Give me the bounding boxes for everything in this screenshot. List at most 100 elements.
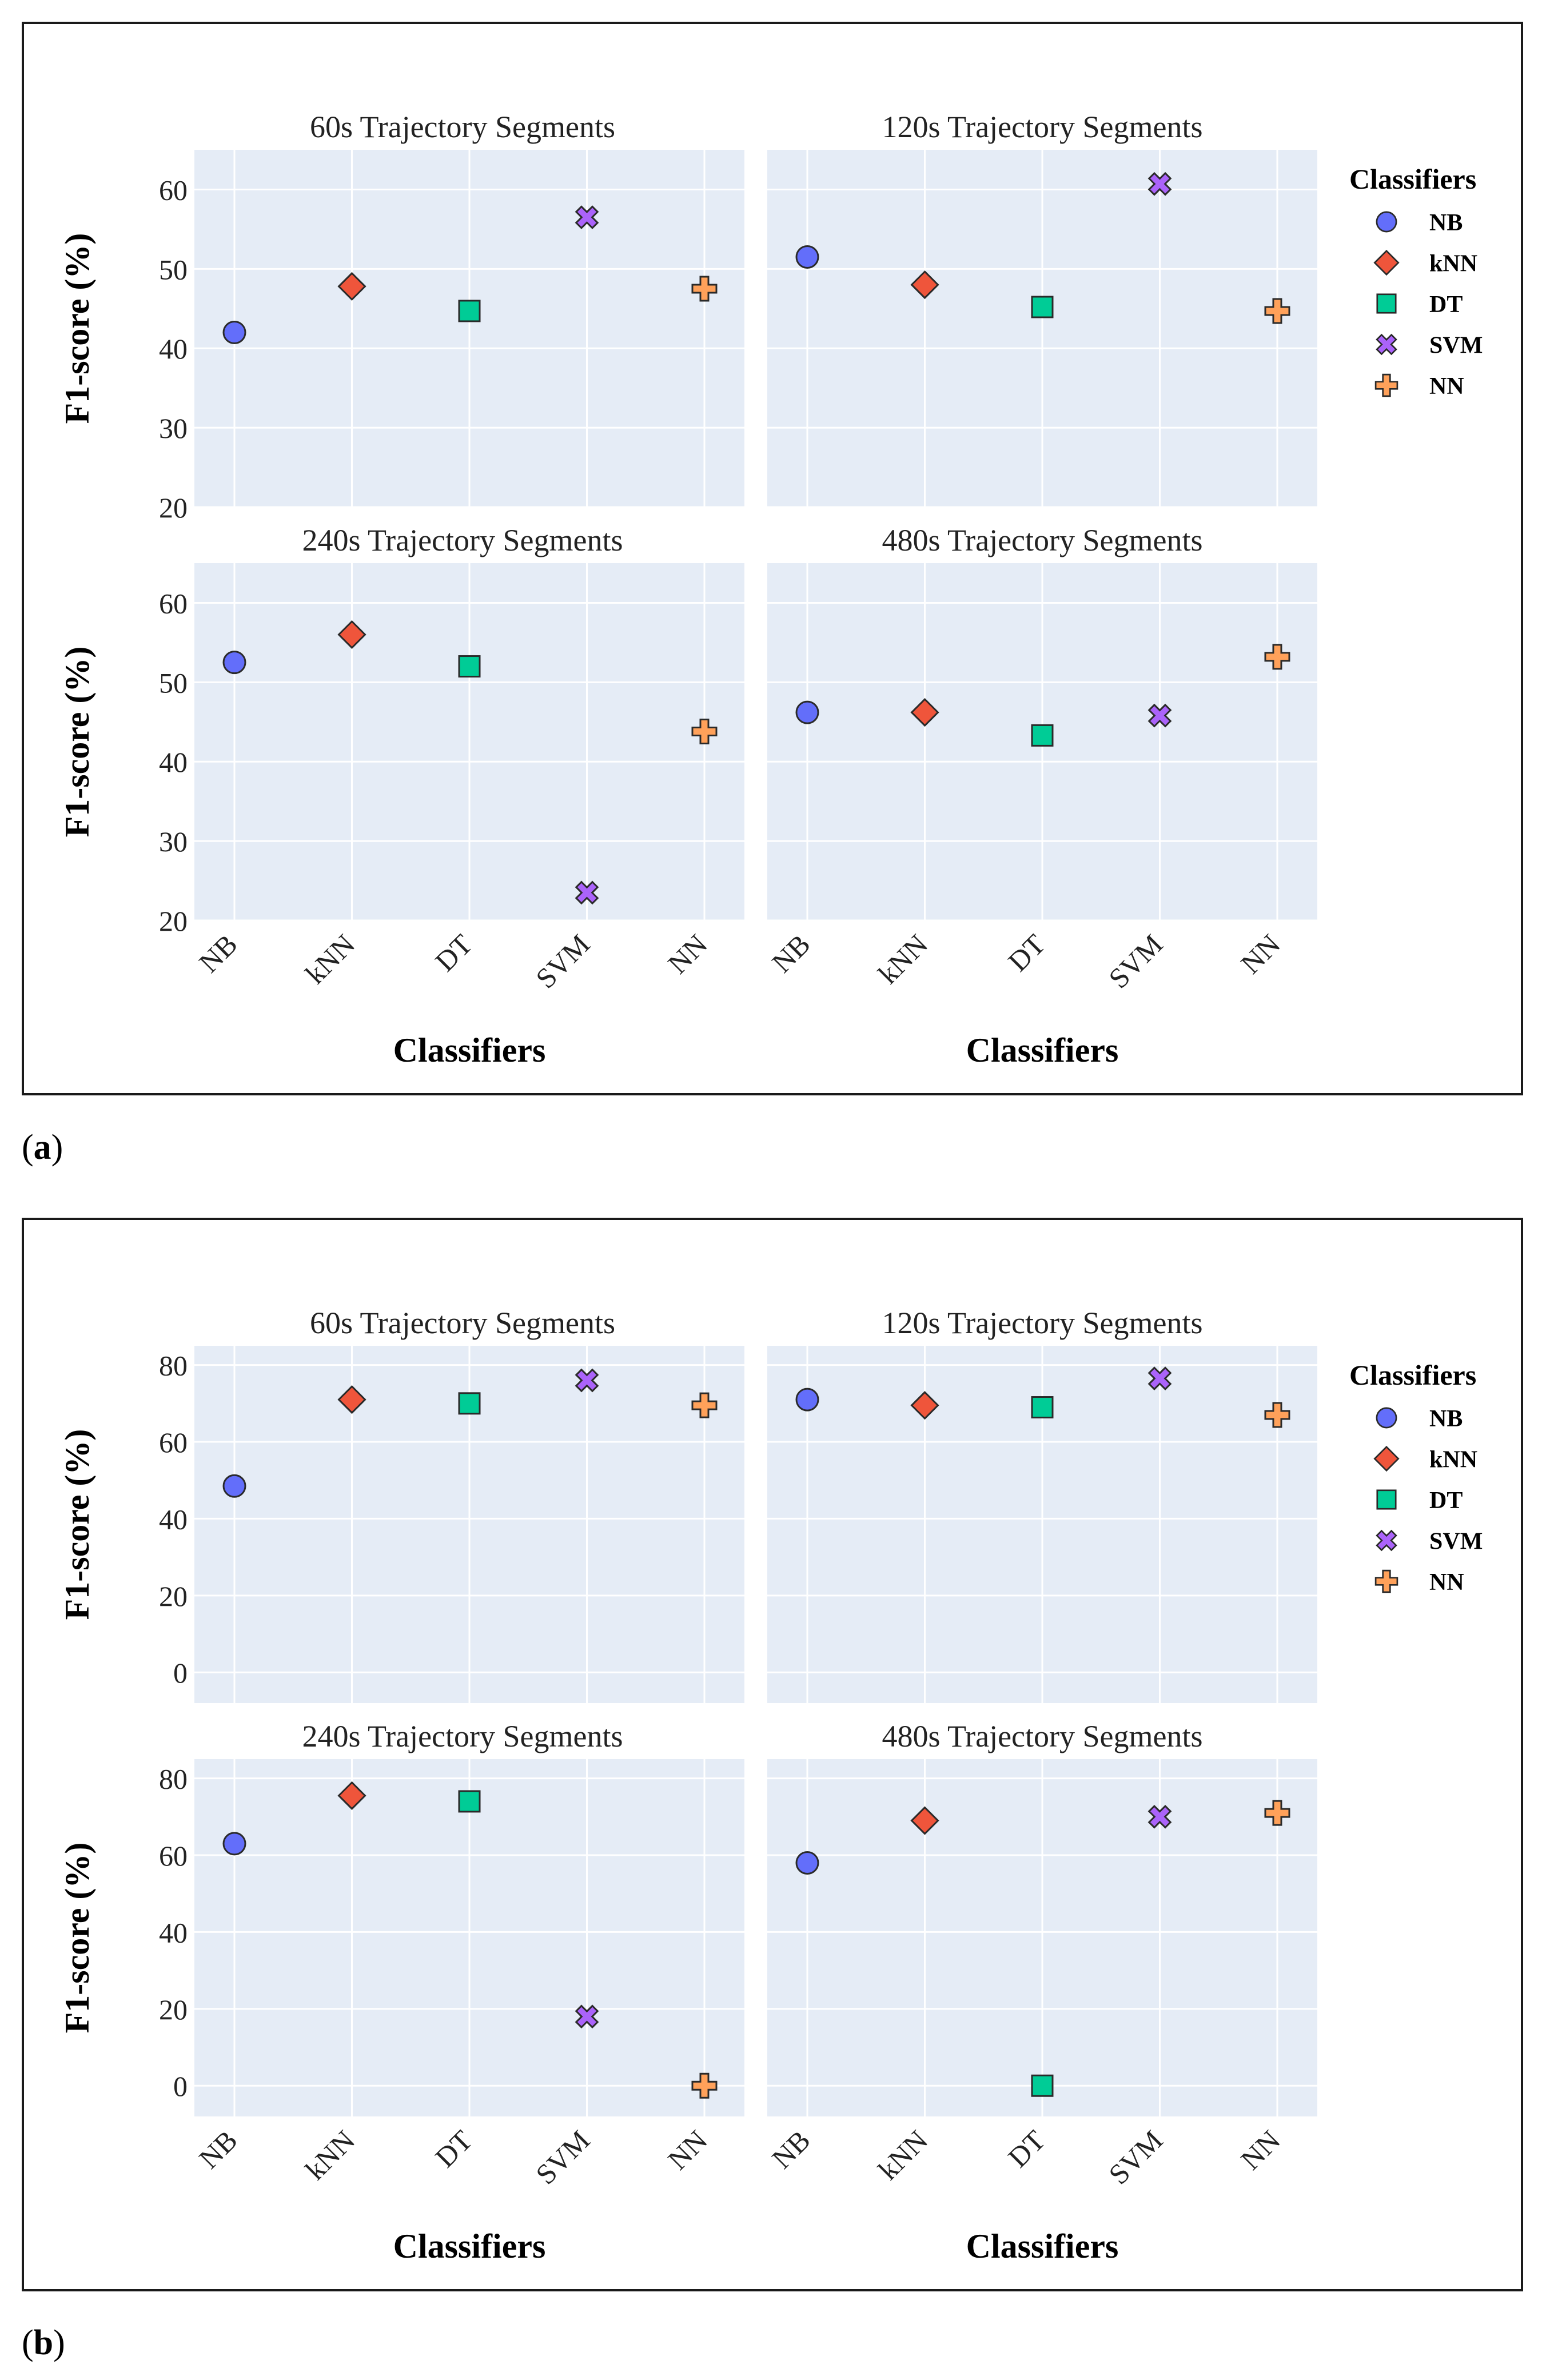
data-point-NB: [795, 1851, 819, 1875]
legend: Classifiers NB kNN DT SVM NN: [1349, 1359, 1483, 1596]
data-point-SVM: [1147, 172, 1172, 196]
data-point-NN: [691, 276, 718, 302]
data-point-SVM: [575, 2004, 599, 2029]
legend-label-SVM: SVM: [1429, 333, 1483, 359]
y-tick-label: 20: [159, 1580, 188, 1612]
legend-marker-NB: [1376, 211, 1397, 233]
data-point-SVM: [575, 880, 599, 905]
data-point-DT: [458, 300, 481, 322]
legend-label-kNN: kNN: [1429, 251, 1477, 277]
legend-item-kNN: [1373, 249, 1400, 276]
data-point-NB: [795, 700, 819, 724]
y-tick-label: 50: [159, 253, 188, 285]
y-tick-label: 30: [159, 412, 188, 444]
y-tick-label: 30: [159, 826, 188, 858]
data-point-NB: [222, 320, 246, 344]
data-point-SVM: [1147, 1804, 1172, 1829]
legend-title: Classifiers: [1349, 1359, 1476, 1391]
y-axis-label: F1-score (%): [58, 647, 96, 838]
x-axis-label: Classifiers: [393, 1031, 546, 1069]
y-tick-label: 50: [159, 667, 188, 699]
data-point-NN: [1264, 298, 1290, 324]
data-point-DT: [458, 655, 481, 678]
data-point-NN: [1264, 1800, 1290, 1826]
y-tick-label: 40: [159, 1503, 188, 1535]
y-tick-label: 60: [159, 174, 188, 206]
caption-b: (b): [22, 2323, 65, 2362]
y-tick-label: 20: [159, 492, 188, 524]
legend-marker-kNN: [1373, 1445, 1400, 1472]
legend-label-kNN: kNN: [1429, 1447, 1477, 1473]
data-point-DT: [1031, 1396, 1054, 1419]
subplot-title: 480s Trajectory Segments: [882, 1719, 1203, 1753]
data-point-kNN: [337, 620, 366, 649]
legend-label-NB: NB: [1429, 210, 1463, 236]
y-tick-label: 40: [159, 1916, 188, 1948]
y-tick-label: 0: [173, 2070, 188, 2102]
data-point-NB: [222, 651, 246, 675]
y-tick-label: 40: [159, 746, 188, 778]
legend-marker-DT: [1376, 293, 1397, 314]
caption-a-letter: a: [33, 1128, 51, 1167]
data-point-kNN: [910, 270, 939, 300]
y-tick-label: 60: [159, 1840, 188, 1872]
subplot-title: 60s Trajectory Segments: [310, 110, 615, 144]
legend-marker-SVM: [1376, 1529, 1397, 1552]
legend-label-SVM: SVM: [1429, 1529, 1483, 1555]
legend-marker-NN: [1374, 373, 1398, 397]
y-axis-label: F1-score (%): [58, 1429, 96, 1620]
data-point-kNN: [910, 697, 939, 727]
legend-label-DT: DT: [1429, 292, 1463, 318]
subplot-2: 120s Trajectory Segments: [767, 110, 1317, 508]
legend-marker-NB: [1376, 1407, 1397, 1429]
legend-item-DT: [1376, 1489, 1397, 1510]
subplot-title: 120s Trajectory Segments: [882, 110, 1203, 144]
data-point-kNN: [337, 1781, 366, 1810]
data-point-SVM: [575, 205, 599, 229]
data-point-NB: [795, 1388, 819, 1412]
data-point-NB: [795, 245, 819, 269]
y-axis-label: F1-score (%): [58, 233, 96, 424]
data-point-kNN: [910, 1391, 939, 1420]
x-axis-label: Classifiers: [393, 2227, 546, 2265]
legend-label-NN: NN: [1429, 1569, 1464, 1596]
y-tick-label: 80: [159, 1763, 188, 1795]
legend-item-NB: [1376, 211, 1397, 233]
legend-marker-DT: [1376, 1489, 1397, 1510]
y-tick-label: 40: [159, 333, 188, 365]
data-point-SVM: [1147, 703, 1172, 728]
data-point-NN: [1264, 1402, 1290, 1428]
y-tick-label: 0: [173, 1657, 188, 1689]
data-point-SVM: [575, 1368, 599, 1393]
x-axis-label: Classifiers: [966, 2227, 1119, 2265]
subplot-title: 480s Trajectory Segments: [882, 523, 1203, 557]
legend-item-SVM: [1376, 1529, 1397, 1552]
subplot-2: 120s Trajectory Segments: [767, 1306, 1317, 1703]
data-point-NB: [222, 1474, 246, 1498]
data-point-NN: [691, 1392, 718, 1418]
y-axis-label: F1-score (%): [58, 1843, 96, 2034]
subplot-1: 0 20 40 60 80 60s Trajectory Segments F1-score…: [58, 1306, 744, 1703]
legend-item-NB: [1376, 1407, 1397, 1429]
subplot-title: 120s Trajectory Segments: [882, 1306, 1203, 1340]
panel-b: 0 20 40 60 80 60s Trajectory Segments F1-score…: [22, 1218, 1523, 2291]
data-point-NN: [691, 2072, 718, 2099]
caption-a: (a): [22, 1128, 63, 1167]
legend-item-NN: [1374, 373, 1398, 397]
legend-item-kNN: [1373, 1445, 1400, 1472]
data-point-NN: [1264, 644, 1290, 670]
caption-b-letter: b: [33, 2323, 54, 2362]
y-tick-label: 80: [159, 1350, 188, 1382]
legend-marker-kNN: [1373, 249, 1400, 276]
legend-label-DT: DT: [1429, 1488, 1463, 1514]
subplot-title: 240s Trajectory Segments: [302, 1719, 623, 1753]
data-point-kNN: [337, 1385, 366, 1414]
data-point-DT: [1031, 724, 1054, 747]
legend-title: Classifiers: [1349, 163, 1476, 195]
legend-marker-NN: [1374, 1569, 1398, 1593]
legend-item-DT: [1376, 293, 1397, 314]
data-point-DT: [458, 1790, 481, 1813]
data-point-kNN: [337, 272, 366, 301]
